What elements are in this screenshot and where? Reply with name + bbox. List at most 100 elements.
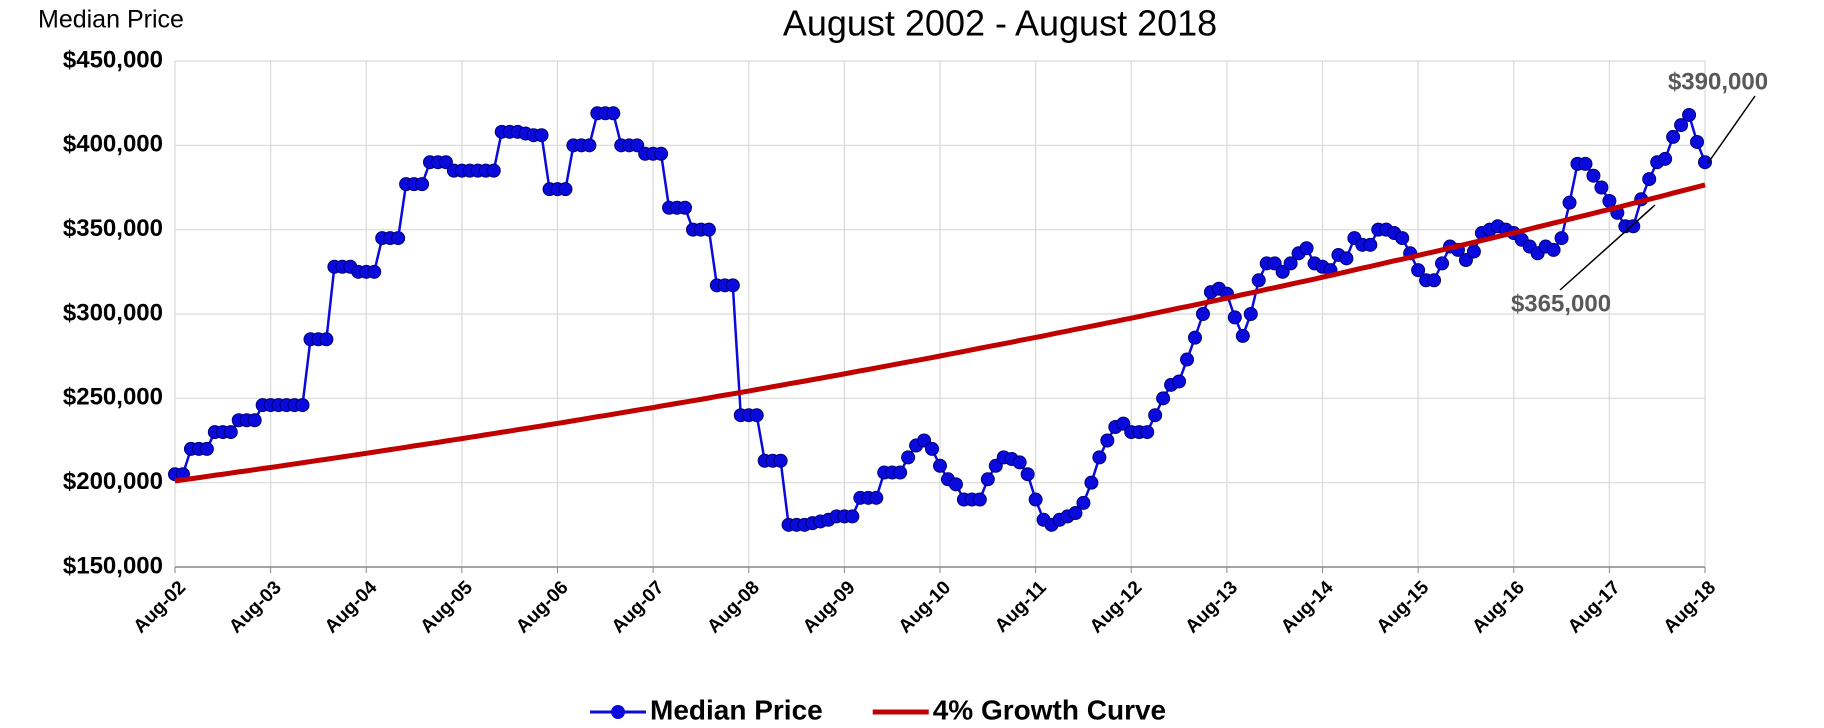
data-point [948, 477, 963, 492]
data-point [1156, 391, 1171, 406]
data-point [1116, 416, 1131, 431]
x-tick-label: Aug-18 [1660, 577, 1720, 637]
data-point [1339, 251, 1354, 266]
x-tick-label: Aug-06 [512, 577, 572, 637]
data-point [893, 465, 908, 480]
x-tick-label: Aug-11 [991, 577, 1051, 637]
y-tick-label: $350,000 [63, 215, 163, 242]
data-point [1267, 256, 1282, 271]
x-tick-label: Aug-04 [321, 577, 382, 638]
data-point [486, 163, 501, 178]
x-tick-label: Aug-17 [1564, 577, 1624, 637]
x-tick-label: Aug-03 [225, 577, 285, 637]
data-point [1562, 195, 1577, 210]
data-point [606, 106, 621, 121]
data-point [917, 433, 932, 448]
data-point [1363, 237, 1378, 252]
data-point [247, 413, 262, 428]
y-tick-label: $300,000 [63, 299, 163, 326]
data-point [1466, 244, 1481, 259]
y-tick-label: $150,000 [63, 552, 163, 579]
data-point [988, 458, 1003, 473]
data-point [1020, 467, 1035, 482]
data-point [869, 490, 884, 505]
data-point [415, 177, 430, 192]
data-point [1195, 307, 1210, 321]
data-point [845, 509, 860, 524]
x-tick-label: Aug-09 [799, 577, 859, 637]
data-point [582, 138, 597, 153]
x-tick-label: Aug-02 [130, 577, 190, 637]
data-point [199, 441, 214, 456]
data-point [1578, 156, 1593, 171]
data-point [1092, 450, 1107, 465]
data-point [1188, 330, 1202, 345]
data-point [438, 155, 453, 170]
y-tick-label: $400,000 [63, 131, 163, 158]
data-point [1698, 155, 1712, 170]
data-point [1235, 328, 1250, 343]
annotation: $390,000 [1668, 68, 1768, 95]
data-point [1674, 118, 1689, 133]
data-point [901, 450, 916, 465]
x-tick-label: Aug-08 [703, 577, 763, 637]
data-point [1602, 193, 1617, 208]
data-point [1068, 506, 1083, 521]
data-point [1690, 134, 1705, 149]
data-point [1666, 129, 1681, 144]
data-point [1012, 455, 1027, 470]
data-point [295, 398, 310, 413]
data-point [1028, 492, 1043, 507]
data-point [1076, 495, 1091, 510]
x-tick-label: Aug-13 [1182, 577, 1242, 637]
data-point [1227, 310, 1242, 325]
x-tick-label: Aug-15 [1373, 577, 1434, 638]
chart-title: August 2002 - August 2018 [783, 3, 1217, 44]
data-point [1172, 374, 1187, 389]
legend-label: 4% Growth Curve [933, 694, 1166, 725]
data-point [933, 458, 947, 473]
data-point [1554, 231, 1569, 246]
x-tick-label: Aug-07 [608, 577, 668, 637]
data-point [725, 278, 740, 293]
data-point [1140, 425, 1155, 440]
y-tick-label: $200,000 [63, 468, 163, 495]
annotation: $365,000 [1511, 290, 1611, 317]
data-point [773, 453, 788, 468]
data-point [1427, 273, 1442, 288]
data-point [1586, 168, 1601, 183]
annotation-leader [1559, 204, 1656, 291]
data-point [223, 425, 238, 440]
data-point [1148, 408, 1163, 423]
y-axis-label: Median Price [38, 6, 184, 34]
x-tick-label: Aug-10 [895, 577, 955, 637]
data-point [972, 492, 987, 507]
data-point [391, 231, 406, 246]
data-point [558, 182, 573, 197]
data-point [701, 222, 716, 237]
data-point [367, 264, 382, 279]
legend-marker [611, 705, 625, 719]
data-point [1658, 151, 1673, 166]
y-tick-label: $450,000 [63, 46, 163, 73]
x-tick-label: Aug-12 [1086, 577, 1146, 637]
data-point [1682, 107, 1697, 122]
data-point [1243, 307, 1258, 321]
data-point [678, 200, 692, 215]
data-point [1084, 475, 1099, 490]
data-point [1299, 241, 1314, 256]
data-point [749, 408, 764, 423]
data-point [1180, 352, 1195, 367]
data-point [1395, 231, 1410, 246]
data-point [1546, 242, 1561, 257]
data-point [1283, 256, 1298, 271]
data-point [1626, 219, 1641, 234]
y-tick-label: $250,000 [63, 384, 163, 411]
data-point [1411, 263, 1426, 278]
x-tick-label: Aug-14 [1277, 577, 1338, 638]
annotation-leader [1707, 95, 1756, 164]
x-tick-label: Aug-05 [417, 577, 478, 638]
data-point [1100, 433, 1115, 448]
data-point [630, 138, 645, 153]
